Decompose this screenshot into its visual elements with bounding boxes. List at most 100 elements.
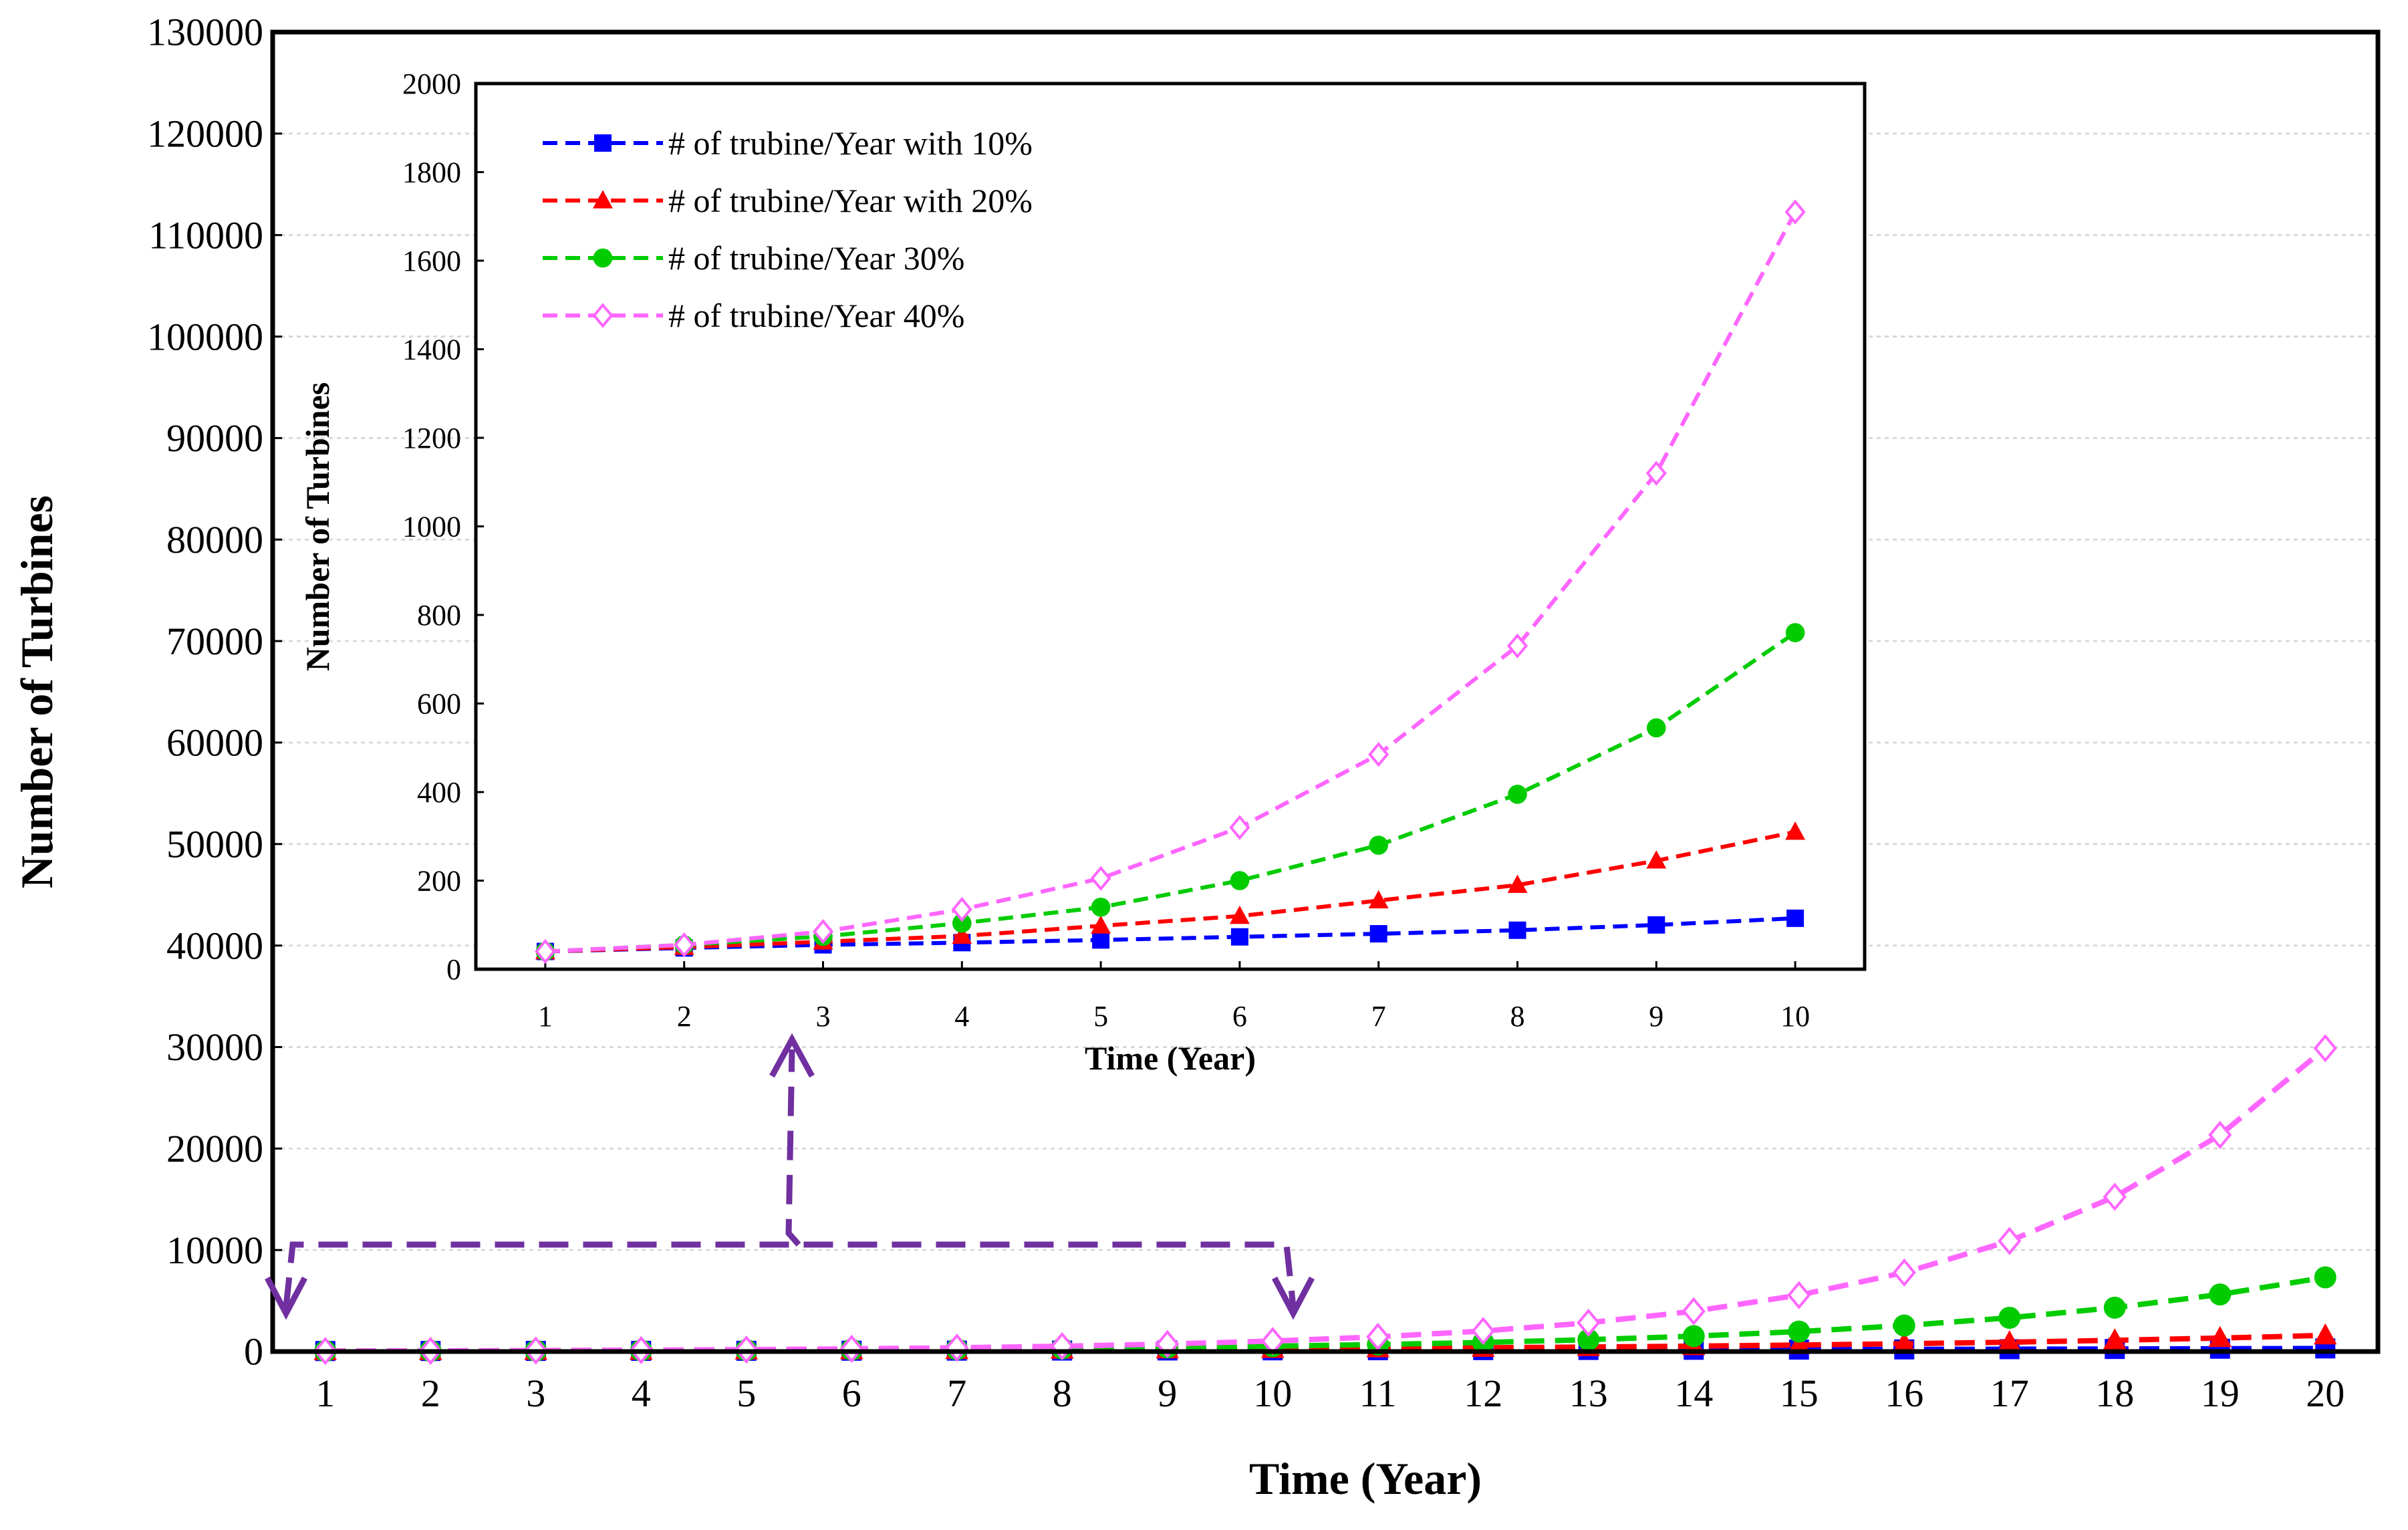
inset-y-tick-label: 1200 (402, 422, 461, 455)
inset-y-axis-title: Number of Turbines (299, 382, 336, 672)
main-x-tick-label: 4 (632, 1372, 651, 1415)
main-data-point (1998, 1306, 2021, 1329)
inset-data-point (1786, 909, 1804, 927)
main-y-tick-label: 90000 (166, 416, 263, 460)
inset-x-tick-label: 6 (1232, 1000, 1247, 1033)
main-x-tick-label: 18 (2095, 1372, 2134, 1415)
main-x-tick-label: 8 (1053, 1372, 1072, 1415)
main-x-tick-label: 19 (2201, 1372, 2240, 1415)
legend-label: # of trubine/Year 30% (668, 239, 964, 277)
main-data-point (1787, 1281, 1811, 1309)
inset-data-point (1369, 836, 1388, 855)
arrowhead-up (769, 1033, 815, 1078)
inset-data-point (535, 938, 556, 965)
inset-x-axis-title: Time (Year) (1085, 1039, 1256, 1077)
inset-data-point (1230, 871, 1250, 890)
main-data-point (1366, 1322, 1390, 1352)
legend-label: # of trubine/Year with 20% (668, 182, 1033, 219)
legend-label: # of trubine/Year 40% (668, 297, 964, 334)
main-x-tick-label: 3 (526, 1372, 545, 1415)
main-y-tick-label: 60000 (166, 721, 263, 765)
main-data-point (2209, 1283, 2232, 1306)
main-y-tick-label: 30000 (166, 1025, 263, 1069)
main-y-tick-label: 10000 (166, 1229, 263, 1272)
main-data-point (839, 1334, 863, 1364)
legend-marker (592, 303, 614, 328)
main-data-point (2314, 1323, 2337, 1345)
inset-series-line (545, 211, 1797, 954)
main-series-line (325, 1275, 2326, 1354)
main-data-point (1892, 1258, 1916, 1287)
main-series-line (325, 1332, 2326, 1354)
inset-data-point (1645, 461, 1667, 486)
main-data-point (2103, 1182, 2127, 1211)
inset-x-tick-label: 8 (1510, 1000, 1525, 1033)
main-data-point (1998, 1329, 2021, 1352)
main-data-point (2208, 1120, 2232, 1150)
inset-x-tick-label: 5 (1093, 1000, 1108, 1033)
main-plot-frame (270, 29, 2381, 1354)
inset-data-point (1090, 866, 1111, 891)
main-data-point (2314, 1266, 2336, 1289)
inset-x-tick-label: 7 (1371, 1000, 1386, 1033)
inset-x-tick-label: 3 (816, 1000, 831, 1033)
inset-x-tick-label: 1 (538, 1000, 553, 1033)
inset-data-point (1647, 718, 1666, 738)
main-x-axis-title: Time (Year) (1249, 1453, 1482, 1504)
main-x-tick-label: 1 (315, 1372, 335, 1415)
inset-chart: 0 200 400 600 800 1000 1200 1400 1600 1800 2000 1 2 3… (299, 68, 1867, 1077)
inset-data-point (1092, 931, 1110, 949)
inset-data-point (952, 925, 972, 944)
inset-data-point (1368, 890, 1389, 909)
main-y-tick-label: 0 (244, 1330, 263, 1374)
inset-y-tick-label: 600 (417, 687, 461, 720)
inset-data-point (1785, 623, 1805, 642)
main-x-tick-label: 17 (1990, 1372, 2029, 1415)
inset-x-tick-label: 9 (1649, 1000, 1663, 1033)
main-data-point (1893, 1331, 1916, 1353)
main-x-tick-label: 15 (1780, 1372, 1819, 1415)
main-data-point (2103, 1296, 2126, 1319)
inset-data-point (1369, 925, 1387, 942)
main-x-tick-label: 12 (1464, 1372, 1502, 1415)
main-x-tick-label: 6 (842, 1372, 861, 1415)
main-x-tick-label: 13 (1569, 1372, 1608, 1415)
inset-x-tick-label: 4 (954, 1000, 969, 1033)
main-y-tick-label: 100000 (147, 315, 263, 358)
arrowhead-left (265, 1276, 307, 1320)
legend-label: # of trubine/Year with 10% (668, 124, 1033, 162)
inset-y-tick-label: 1600 (402, 245, 461, 277)
inset-data-point (1507, 874, 1528, 893)
main-x-tick-label: 9 (1158, 1372, 1177, 1415)
main-data-point (1682, 1325, 1705, 1348)
main-y-tick-label: 120000 (147, 112, 263, 156)
inset-plot-area (476, 84, 1865, 969)
inset-series-line (545, 830, 1796, 954)
legend-marker (593, 248, 613, 268)
inset-y-tick-label: 0 (446, 953, 461, 986)
main-data-point (2313, 1034, 2337, 1063)
main-data-point (1471, 1317, 1495, 1346)
inset-y-tick-label: 1400 (402, 333, 461, 366)
main-data-point (1682, 1297, 1706, 1325)
main-x-tick-label: 16 (1885, 1372, 1923, 1415)
zoom-pointer-line (785, 1049, 801, 1247)
inset-data-point (1230, 928, 1248, 946)
inset-y-tick-label: 200 (417, 864, 461, 897)
legend-marker (594, 134, 612, 152)
inset-y-tick-label: 800 (417, 599, 461, 632)
inset-data-point (1091, 915, 1111, 934)
main-x-tick-label: 14 (1674, 1372, 1713, 1415)
inset-data-point (1785, 821, 1806, 840)
main-x-tick-label: 2 (421, 1372, 440, 1415)
main-x-tick-label: 7 (947, 1372, 966, 1415)
inset-data-point (1647, 916, 1665, 934)
inset-data-point (1091, 897, 1111, 917)
main-data-point (1998, 1227, 2022, 1255)
main-data-point (1788, 1320, 1811, 1343)
main-y-axis-title: Number of Turbines (11, 495, 62, 888)
inset-series-line (545, 631, 1796, 954)
inset-x-tick-label: 2 (677, 1000, 692, 1033)
main-data-point (1577, 1328, 1600, 1351)
